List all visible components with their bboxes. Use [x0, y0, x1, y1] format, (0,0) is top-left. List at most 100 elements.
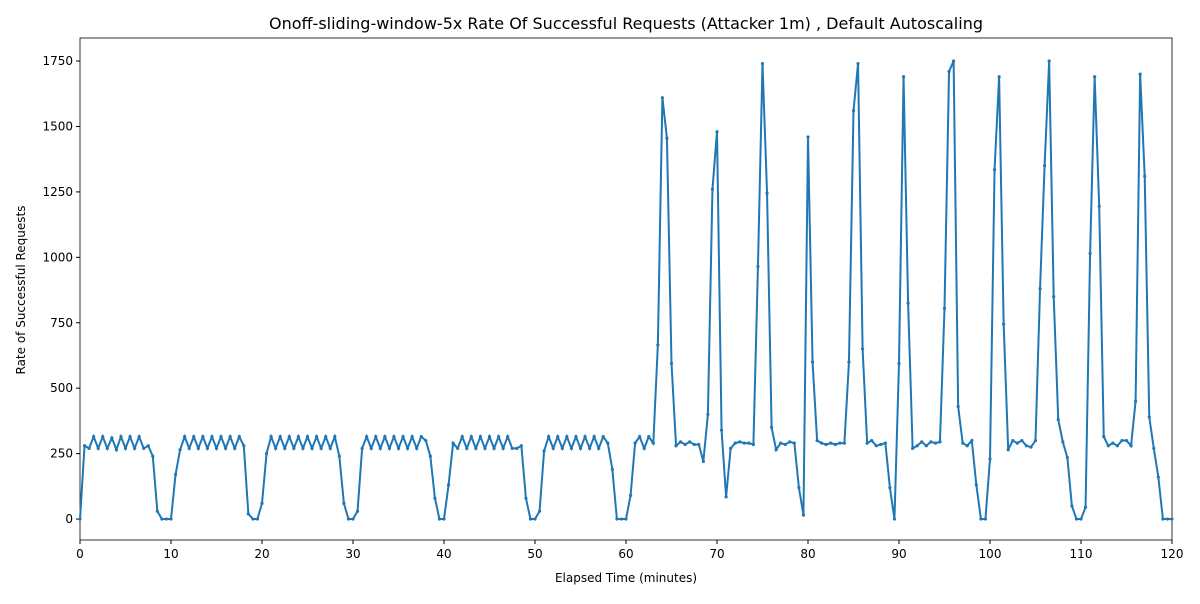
point	[1024, 444, 1028, 448]
point	[296, 435, 300, 439]
point	[801, 513, 806, 517]
point	[469, 435, 473, 439]
point	[1143, 174, 1147, 178]
point	[374, 435, 378, 439]
point	[137, 435, 141, 439]
point	[856, 62, 860, 66]
point	[1093, 75, 1097, 79]
y-tick-label: 0	[65, 512, 73, 526]
point	[583, 435, 587, 439]
point	[892, 517, 897, 521]
point	[1134, 399, 1138, 403]
x-tick-label: 120	[1161, 547, 1184, 561]
point	[970, 438, 974, 443]
point	[865, 441, 869, 445]
point	[251, 517, 255, 521]
point	[497, 435, 501, 439]
point	[201, 435, 205, 439]
point	[1006, 448, 1010, 452]
point	[647, 435, 651, 439]
point	[451, 441, 455, 445]
x-tick-label: 110	[1070, 547, 1093, 561]
point	[701, 459, 705, 464]
point	[1002, 322, 1006, 326]
x-tick-label: 80	[800, 547, 815, 561]
point	[351, 517, 355, 521]
point	[119, 435, 123, 439]
point	[142, 446, 146, 450]
point	[369, 446, 373, 450]
point	[465, 446, 469, 450]
point	[633, 441, 637, 445]
point	[283, 446, 287, 450]
point	[1047, 59, 1051, 63]
point	[224, 446, 228, 450]
point	[328, 446, 332, 450]
point	[779, 441, 783, 445]
point	[287, 435, 291, 439]
point	[424, 438, 428, 443]
point	[679, 440, 683, 444]
point	[233, 446, 237, 450]
point	[492, 446, 496, 450]
chart-title: Onoff-sliding-window-5x Rate Of Successf…	[269, 14, 983, 33]
y-tick-label: 250	[50, 447, 73, 461]
point	[1115, 444, 1119, 448]
point	[237, 435, 241, 439]
point	[651, 441, 655, 445]
point	[228, 435, 232, 439]
point	[897, 361, 901, 365]
point	[683, 442, 687, 447]
point	[988, 457, 992, 461]
point	[797, 486, 801, 490]
point	[792, 441, 796, 445]
point	[437, 517, 442, 521]
point	[565, 435, 569, 439]
point	[214, 446, 219, 450]
point	[242, 444, 246, 448]
point	[751, 442, 756, 447]
point	[460, 435, 464, 439]
point	[815, 438, 819, 443]
point	[747, 441, 751, 445]
point	[178, 448, 182, 452]
point	[183, 435, 187, 439]
point	[628, 493, 633, 498]
point	[1011, 438, 1015, 443]
point	[879, 442, 883, 447]
point	[770, 425, 774, 430]
point	[487, 435, 492, 439]
point	[756, 264, 760, 269]
point	[82, 444, 87, 448]
point	[187, 446, 191, 450]
point	[965, 444, 969, 448]
point	[510, 446, 514, 450]
point	[446, 483, 451, 487]
point	[155, 509, 159, 513]
point	[319, 446, 323, 450]
point	[842, 441, 847, 445]
point	[1070, 504, 1074, 508]
x-tick-label: 10	[163, 547, 178, 561]
point	[983, 517, 988, 521]
point	[506, 435, 510, 439]
point	[146, 444, 150, 448]
point	[1129, 444, 1133, 448]
point	[569, 446, 574, 450]
point	[665, 136, 669, 140]
point	[315, 435, 319, 439]
point	[888, 486, 892, 490]
point	[355, 509, 360, 513]
point	[337, 454, 341, 458]
point	[433, 496, 437, 500]
point	[151, 454, 155, 458]
point	[979, 517, 983, 521]
y-tick-label: 1000	[42, 250, 73, 264]
point	[246, 512, 250, 516]
point	[715, 130, 719, 134]
point	[333, 435, 337, 439]
point	[883, 441, 887, 445]
point	[110, 436, 114, 440]
point	[515, 446, 519, 450]
